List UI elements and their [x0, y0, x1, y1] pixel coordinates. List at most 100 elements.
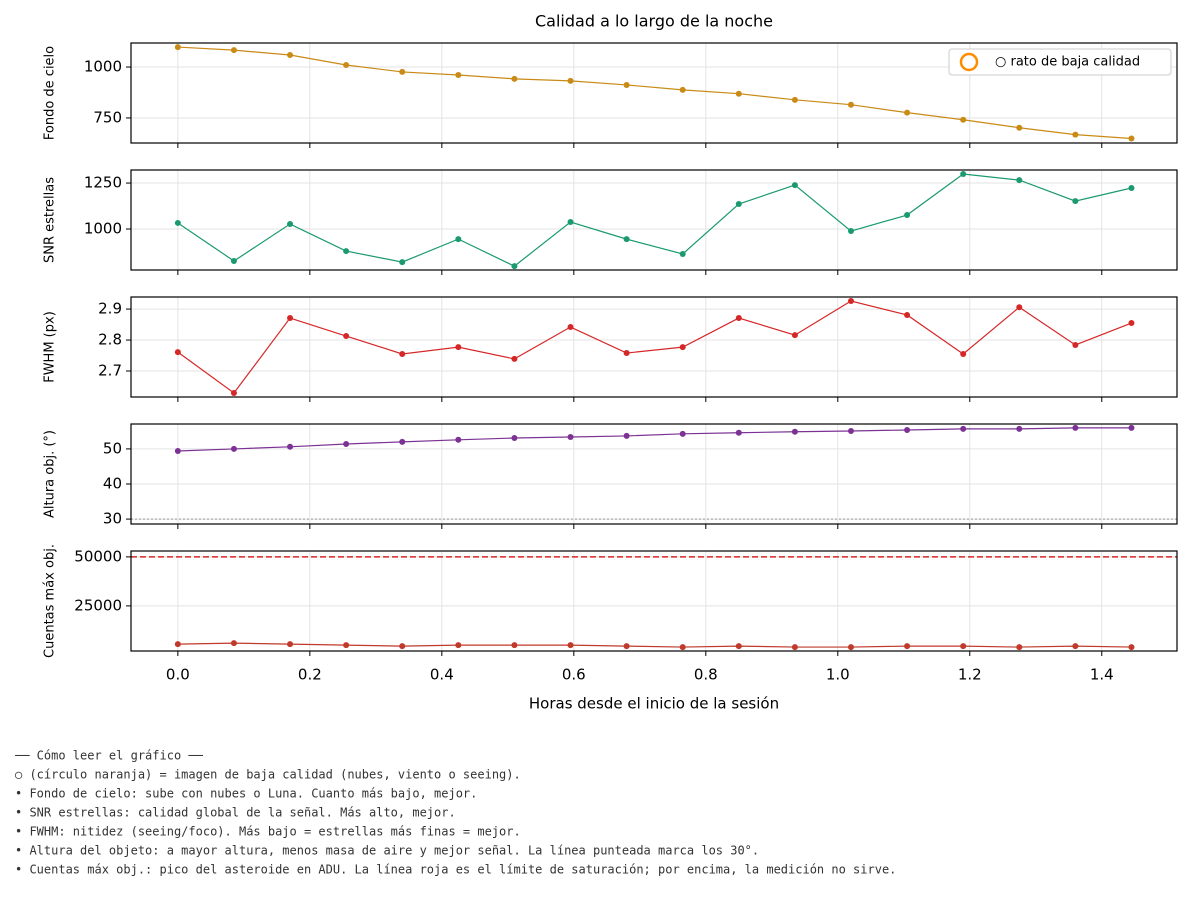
y-tick-label: 1000 — [84, 220, 122, 238]
x-tick-label: 0.2 — [298, 666, 322, 684]
data-point — [343, 441, 350, 447]
y-axis-label: Cuentas máx obj. — [43, 544, 58, 658]
data-point — [287, 52, 294, 59]
data-point — [679, 251, 686, 258]
data-point — [847, 644, 854, 651]
data-point — [960, 350, 967, 357]
y-axis-label: FWHM (px) — [43, 311, 58, 383]
notes-heading: ── Cómo leer el gráfico ── — [14, 749, 204, 763]
legend-label: ○ rato de baja calidad — [995, 55, 1140, 70]
data-point — [455, 436, 462, 443]
x-tick-label: 1.0 — [826, 666, 850, 684]
y-tick-label: 750 — [93, 108, 122, 126]
data-point — [455, 236, 462, 243]
data-point — [1072, 643, 1079, 650]
data-point — [735, 643, 742, 650]
y-tick-label: 40 — [103, 475, 122, 493]
data-point — [735, 90, 742, 97]
y-tick-label: 2.9 — [98, 300, 122, 318]
note-line: ○ (círculo naranja) = imagen de baja cal… — [15, 768, 521, 782]
data-point — [399, 643, 406, 650]
data-point — [1072, 341, 1079, 348]
data-point — [735, 201, 742, 208]
data-point — [230, 389, 237, 396]
data-point — [343, 642, 350, 649]
data-point — [847, 428, 854, 435]
data-point — [399, 68, 406, 75]
data-point — [847, 101, 854, 108]
data-point — [567, 433, 574, 440]
data-point — [343, 61, 350, 68]
note-line: • Fondo de cielo: sube con nubes o Luna.… — [15, 787, 477, 801]
y-tick-label: 50000 — [74, 547, 122, 565]
data-point — [511, 355, 518, 362]
data-point — [847, 228, 854, 235]
data-point — [1128, 424, 1135, 431]
note-line: • FWHM: nitidez (seeing/foco). Más bajo … — [15, 825, 521, 839]
data-point — [960, 425, 967, 432]
data-point — [623, 432, 630, 439]
data-point — [1128, 135, 1135, 142]
data-point — [1016, 177, 1023, 184]
data-point — [174, 641, 181, 648]
data-line — [177, 300, 1132, 394]
x-tick-label: 0.8 — [694, 666, 718, 684]
data-point — [904, 311, 911, 318]
y-tick-label: 2.7 — [98, 361, 122, 379]
data-point — [343, 333, 350, 340]
data-point — [904, 212, 911, 219]
y-axis-label: Fondo de cielo — [43, 46, 58, 140]
data-point — [230, 445, 237, 452]
data-point — [1128, 644, 1135, 651]
data-point — [623, 81, 630, 88]
data-point — [287, 315, 294, 322]
data-point — [960, 171, 967, 178]
data-line — [177, 46, 1132, 140]
data-point — [791, 428, 798, 435]
y-axis-label: SNR estrellas — [43, 177, 58, 263]
data-point — [567, 77, 574, 84]
y-tick-label: 2.8 — [98, 331, 122, 349]
y-tick-label: 1000 — [84, 58, 122, 76]
data-point — [567, 219, 574, 226]
data-point — [791, 644, 798, 651]
data-point — [1128, 185, 1135, 192]
data-point — [174, 349, 181, 356]
x-tick-label: 0.4 — [430, 666, 454, 684]
data-point — [399, 259, 406, 266]
y-axis-label: Altura obj. (°) — [43, 430, 58, 518]
data-point — [1072, 198, 1079, 205]
data-point — [567, 642, 574, 649]
data-point — [735, 315, 742, 322]
data-point — [904, 426, 911, 433]
data-point — [1016, 304, 1023, 311]
data-point — [791, 182, 798, 189]
data-point — [960, 116, 967, 123]
chart-title: Calidad a lo largo de la noche — [535, 12, 773, 31]
data-point — [174, 44, 181, 51]
note-line: • Altura del objeto: a mayor altura, men… — [15, 844, 759, 858]
data-point — [1016, 425, 1023, 432]
data-point — [960, 643, 967, 650]
x-tick-label: 0.0 — [166, 666, 190, 684]
axes-frame — [130, 550, 1178, 652]
axes-frame — [130, 296, 1178, 398]
data-point — [455, 344, 462, 351]
legend-marker — [959, 52, 979, 72]
y-tick-label: 50 — [103, 439, 122, 457]
axes-frame — [130, 423, 1178, 525]
data-point — [1128, 320, 1135, 327]
x-tick-label: 1.4 — [1090, 666, 1114, 684]
data-point — [904, 109, 911, 116]
data-point — [1016, 124, 1023, 131]
data-point — [791, 96, 798, 103]
data-point — [230, 47, 237, 54]
data-point — [679, 86, 686, 93]
data-point — [343, 248, 350, 255]
x-axis-label: Horas desde el inicio de la sesión — [529, 695, 779, 713]
y-tick-label: 1250 — [84, 174, 122, 192]
data-point — [230, 257, 237, 264]
data-line — [177, 642, 1132, 648]
